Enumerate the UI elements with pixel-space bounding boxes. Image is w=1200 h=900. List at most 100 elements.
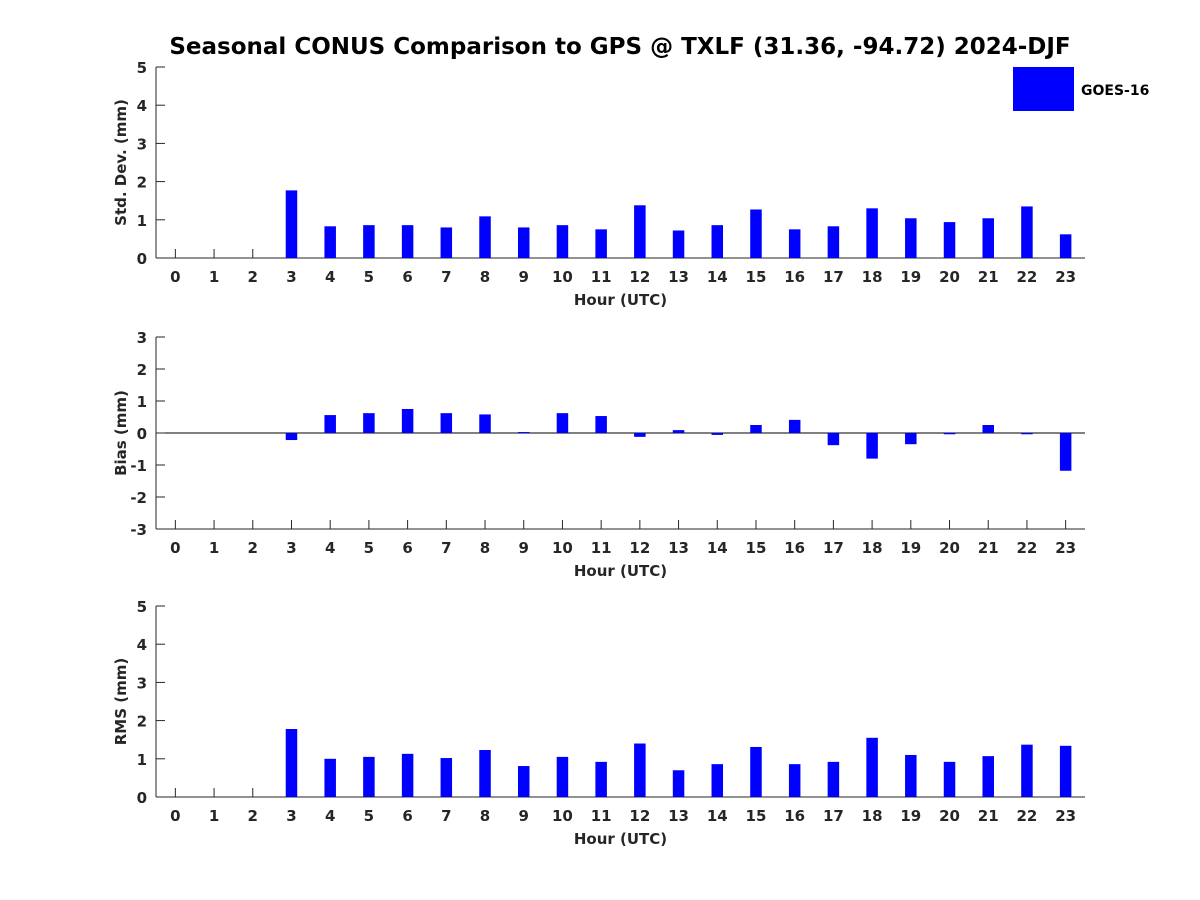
std-dev-x-tick-label: 10 <box>552 268 573 286</box>
rms-x-tick-label: 13 <box>668 807 689 825</box>
bias-bar <box>285 433 298 441</box>
std-dev-x-tick-label: 19 <box>900 268 921 286</box>
bias-x-tick-label: 16 <box>784 539 805 557</box>
rms-x-tick-label: 9 <box>519 807 529 825</box>
rms-y-tick-label: 2 <box>137 713 147 731</box>
std-dev-bar <box>440 227 453 258</box>
bias-bar <box>711 433 724 435</box>
rms-x-tick-label: 20 <box>939 807 960 825</box>
bias-x-tick-label: 10 <box>552 539 573 557</box>
bias-x-tick-label: 13 <box>668 539 689 557</box>
std-dev-y-tick-label: 4 <box>137 97 147 115</box>
bias-bar <box>556 413 569 433</box>
rms-x-axis-label: Hour (UTC) <box>574 830 667 848</box>
std-dev-x-tick-label: 22 <box>1017 268 1038 286</box>
rms-x-tick-label: 23 <box>1055 807 1076 825</box>
std-dev-bar <box>866 208 878 258</box>
rms-bar <box>943 761 956 797</box>
rms-y-tick-label: 5 <box>137 598 147 616</box>
legend: GOES-16 <box>1013 67 1149 111</box>
rms-y-tick-label: 0 <box>137 789 147 807</box>
std-dev-bar <box>363 225 375 258</box>
std-dev-bar <box>788 229 801 258</box>
bias-y-tick-label: 2 <box>137 361 147 379</box>
std-dev-x-tick-label: 4 <box>325 268 335 286</box>
std-dev-x-axis-label: Hour (UTC) <box>574 291 667 309</box>
rms-bar <box>982 756 994 797</box>
bias-y-tick-label: -2 <box>130 489 147 507</box>
rms-bar <box>517 766 530 797</box>
bias-bar <box>827 433 840 446</box>
bias-x-tick-label: 7 <box>441 539 451 557</box>
rms-x-tick-label: 0 <box>170 807 180 825</box>
rms-x-tick-label: 11 <box>591 807 612 825</box>
std-dev-y-tick-label: 3 <box>137 135 147 153</box>
std-dev-bar <box>556 225 569 258</box>
bias-x-tick-label: 15 <box>746 539 767 557</box>
std-dev-x-tick-label: 13 <box>668 268 689 286</box>
std-dev-bar <box>982 218 994 258</box>
bias-bar <box>905 433 917 445</box>
rms-bar <box>634 743 646 797</box>
rms-bar <box>440 758 453 797</box>
std-dev-bar <box>750 209 762 258</box>
std-dev-x-tick-label: 18 <box>862 268 883 286</box>
rms-x-tick-label: 8 <box>480 807 490 825</box>
bias-x-tick-label: 6 <box>402 539 412 557</box>
bias-x-tick-label: 22 <box>1017 539 1038 557</box>
bias-x-tick-label: 2 <box>248 539 258 557</box>
bias-bar <box>672 430 685 433</box>
bias-x-tick-label: 17 <box>823 539 844 557</box>
rms-bar <box>750 746 762 797</box>
std-dev-x-tick-label: 5 <box>364 268 374 286</box>
std-dev-x-tick-label: 23 <box>1055 268 1076 286</box>
bias-x-tick-label: 23 <box>1055 539 1076 557</box>
std-dev-bar <box>479 216 491 258</box>
rms-bar <box>711 764 724 797</box>
std-dev-bar <box>1021 206 1033 258</box>
bias-bar <box>866 433 878 459</box>
bias-y-tick-label: 0 <box>137 425 147 443</box>
std-dev-bar <box>711 225 724 258</box>
std-dev-bar <box>634 205 646 258</box>
std-dev-bar <box>943 222 956 258</box>
bias-bar <box>324 415 336 433</box>
bias-x-tick-label: 12 <box>629 539 650 557</box>
rms-x-tick-label: 5 <box>364 807 374 825</box>
bias-bar <box>982 425 994 433</box>
std-dev-x-tick-label: 15 <box>746 268 767 286</box>
bias-bar <box>750 425 762 433</box>
rms-bar <box>905 754 917 797</box>
bias-x-tick-label: 19 <box>900 539 921 557</box>
bias-bar <box>788 419 801 433</box>
rms-x-tick-label: 21 <box>978 807 999 825</box>
rms-y-axis-label: RMS (mm) <box>112 658 130 745</box>
rms-bar <box>788 764 801 797</box>
rms-bar <box>1059 745 1072 797</box>
rms-bar <box>401 753 414 797</box>
bias-x-tick-label: 21 <box>978 539 999 557</box>
rms-x-tick-label: 3 <box>286 807 296 825</box>
bias-x-tick-label: 9 <box>519 539 529 557</box>
std-dev-y-axis-label: Std. Dev. (mm) <box>112 99 130 226</box>
std-dev-x-tick-label: 11 <box>591 268 612 286</box>
bias-x-axis-label: Hour (UTC) <box>574 562 667 580</box>
std-dev-bar <box>401 225 414 258</box>
std-dev-bar <box>827 226 840 258</box>
rms-x-tick-label: 10 <box>552 807 573 825</box>
rms-bar <box>672 770 685 797</box>
std-dev-bar <box>905 218 917 258</box>
std-dev-x-tick-label: 9 <box>519 268 529 286</box>
rms-x-tick-label: 14 <box>707 807 728 825</box>
std-dev-x-tick-label: 17 <box>823 268 844 286</box>
bias-bar <box>517 432 530 434</box>
bias-x-tick-label: 11 <box>591 539 612 557</box>
bias-bar <box>1021 433 1033 435</box>
bias-x-tick-label: 5 <box>364 539 374 557</box>
bias-x-tick-label: 1 <box>209 539 219 557</box>
rms-bar <box>827 761 840 797</box>
rms-bar <box>324 758 336 797</box>
